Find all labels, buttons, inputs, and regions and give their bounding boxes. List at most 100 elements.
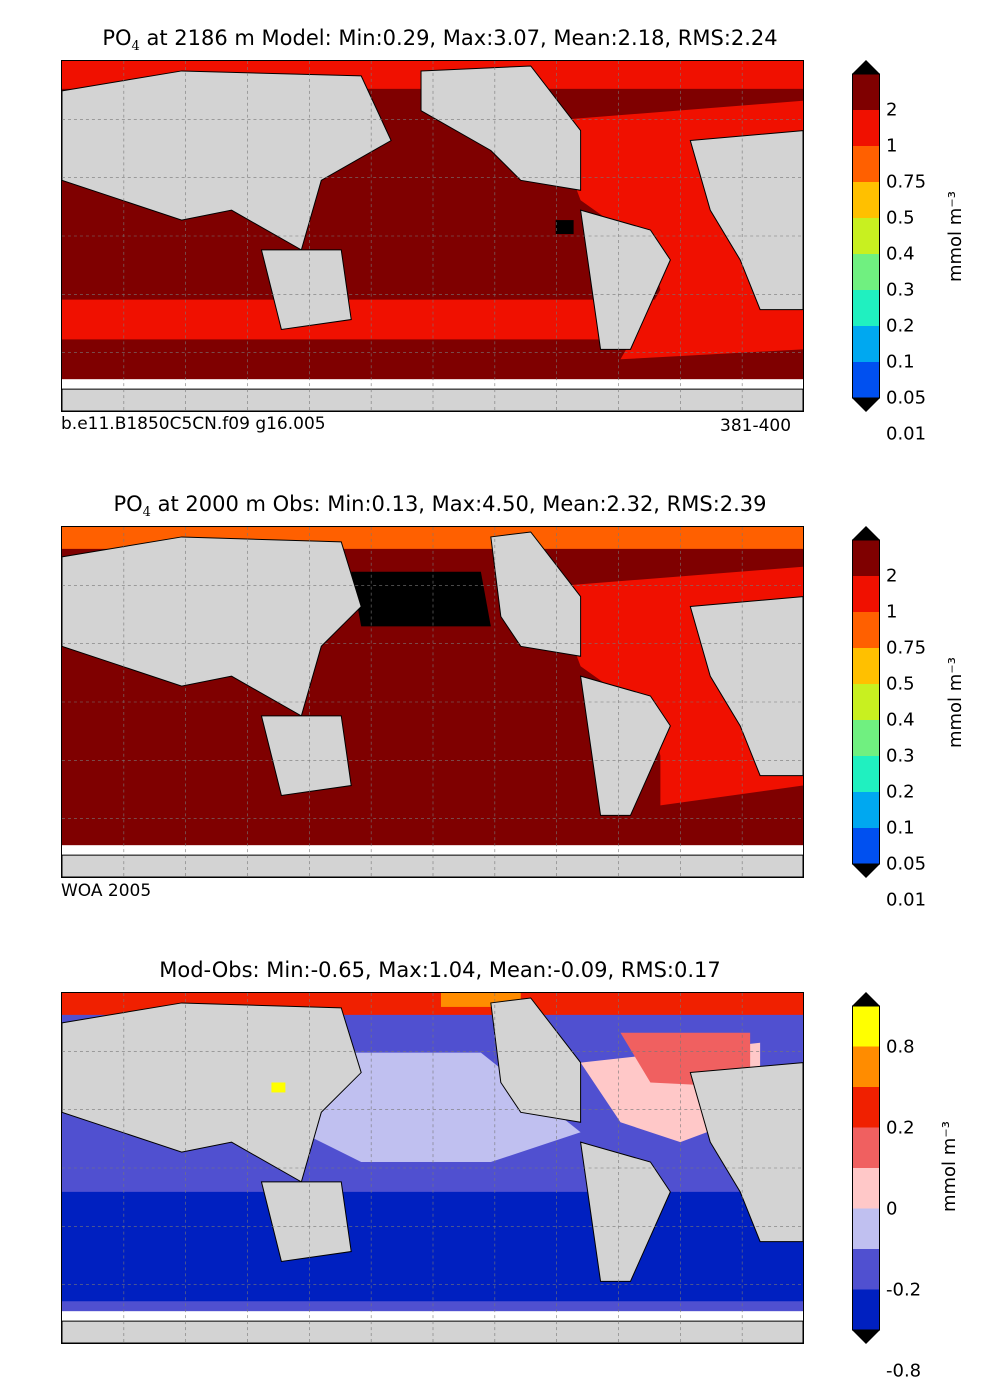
colorbar-swatch — [852, 1289, 880, 1331]
colorbar-tick-label: 0.1 — [886, 351, 915, 373]
panel1-footer-left: b.e11.B1850C5CN.f09 g16.005 — [61, 414, 326, 434]
colorbar-tick-label: 0.05 — [886, 853, 927, 875]
colorbar-swatch — [852, 254, 880, 291]
colorbar-swatch — [852, 362, 880, 399]
panel2-title: PO4 at 2000 m Obs: Min:0.13, Max:4.50, M… — [0, 492, 880, 520]
panel3-colorbar — [852, 992, 880, 1344]
africa-land — [689, 1062, 803, 1243]
panel2-title-text: at 2000 m Obs: Min:0.13, Max:4.50, Mean:… — [157, 492, 767, 516]
north-america-land — [420, 65, 582, 191]
colorbar-swatch — [852, 648, 880, 685]
south-america-land — [579, 675, 671, 816]
colorbar-swatch — [852, 1208, 880, 1250]
south-america-land — [579, 1141, 671, 1282]
colorbar-tick-label: -0.8 — [886, 1360, 922, 1381]
colorbar-arrow-bottom — [852, 398, 880, 412]
antarctica-land — [62, 388, 803, 411]
colorbar-swatch — [852, 1006, 880, 1047]
north-america-land — [490, 997, 582, 1123]
colorbar-arrow-top — [852, 60, 880, 74]
panel2-unit: mmol m⁻³ — [945, 656, 967, 749]
colorbar-swatch — [852, 1046, 880, 1088]
panel2-colorbar — [852, 526, 880, 878]
colorbar-swatch — [852, 110, 880, 147]
australia-land — [260, 249, 352, 331]
panel2-colorbar-svg — [852, 526, 880, 878]
colorbar-tick-label: 0.8 — [886, 1036, 915, 1057]
colorbar-tick-label: 1 — [886, 601, 898, 623]
colorbar-arrow-top — [852, 526, 880, 540]
colorbar-swatch — [852, 792, 880, 829]
colorbar-tick-label: 0.4 — [886, 243, 915, 265]
colorbar-tick-label: 0.05 — [886, 387, 927, 409]
panel3-unit: mmol m⁻³ — [939, 1120, 961, 1213]
antarctica-land — [62, 1320, 803, 1343]
panel1-title-prefix: PO — [102, 26, 132, 50]
colorbar-swatch — [852, 146, 880, 183]
panel2-map — [61, 526, 804, 878]
colorbar-swatch — [852, 576, 880, 613]
colorbar-tick-label: 0.01 — [886, 423, 927, 445]
colorbar-tick-label: 1 — [886, 135, 898, 157]
antarctica-land — [62, 854, 803, 877]
colorbar-swatch — [852, 290, 880, 327]
panel2-map-svg — [62, 527, 803, 877]
colorbar-tick-label: 0.5 — [886, 207, 915, 229]
colorbar-swatch — [852, 540, 880, 577]
colorbar-swatch — [852, 756, 880, 793]
panel1-footer-right: 381-400 — [720, 416, 792, 436]
colorbar-frame — [852, 539, 880, 865]
panel2-title-prefix: PO — [113, 492, 143, 516]
south-america-land — [579, 209, 671, 350]
colorbar-tick-label: 0.75 — [886, 171, 927, 193]
colorbar-tick-label: 0.2 — [886, 1117, 915, 1138]
colorbar-frame — [852, 73, 880, 399]
colorbar-swatch — [852, 1168, 880, 1209]
africa-land — [689, 596, 803, 777]
colorbar-tick-label: 0.4 — [886, 709, 915, 731]
panel3-map-svg — [62, 993, 803, 1343]
north-pacific-extreme — [351, 571, 491, 627]
colorbar-tick-label: 2 — [886, 565, 898, 587]
colorbar-tick-label: 0.5 — [886, 673, 915, 695]
colorbar-arrow-bottom — [852, 864, 880, 878]
colorbar-arrow-bottom — [852, 1330, 880, 1344]
colorbar-swatch — [852, 1249, 880, 1290]
panel3-colorbar-svg — [852, 992, 880, 1344]
colorbar-arrow-top — [852, 992, 880, 1006]
colorbar-tick-label: 0.01 — [886, 889, 927, 911]
colorbar-swatch — [852, 684, 880, 721]
panel1-map — [61, 60, 804, 412]
colorbar-swatch — [852, 74, 880, 111]
panel1-unit: mmol m⁻³ — [945, 190, 967, 283]
colorbar-tick-label: 0.2 — [886, 781, 915, 803]
panel2-title-sub: 4 — [142, 505, 151, 521]
caribbean-extreme — [555, 220, 574, 235]
southern-negative-band — [62, 1191, 803, 1302]
colorbar-swatch — [852, 218, 880, 255]
panel1-map-svg — [62, 61, 803, 411]
colorbar-tick-label: 2 — [886, 99, 898, 121]
colorbar-swatch — [852, 1087, 880, 1128]
australia-land — [260, 1181, 352, 1263]
colorbar-swatch — [852, 1127, 880, 1169]
panel1-colorbar — [852, 60, 880, 412]
colorbar-tick-label: 0.2 — [886, 315, 915, 337]
japan-sea-high — [271, 1082, 286, 1093]
colorbar-tick-label: 0.3 — [886, 279, 915, 301]
africa-land — [689, 130, 803, 311]
north-america-land — [490, 531, 582, 657]
colorbar-frame — [852, 1005, 880, 1331]
colorbar-tick-label: 0.3 — [886, 745, 915, 767]
colorbar-tick-label: 0 — [886, 1198, 898, 1219]
panel2-footer-left: WOA 2005 — [61, 881, 152, 901]
colorbar-tick-label: 0.1 — [886, 817, 915, 839]
colorbar-tick-label: -0.2 — [886, 1279, 922, 1300]
colorbar-swatch — [852, 182, 880, 219]
colorbar-swatch — [852, 326, 880, 363]
colorbar-swatch — [852, 612, 880, 649]
panel3-title: Mod-Obs: Min:-0.65, Max:1.04, Mean:-0.09… — [0, 958, 880, 982]
panel1-title-sub: 4 — [131, 39, 140, 55]
panel1-title: PO4 at 2186 m Model: Min:0.29, Max:3.07,… — [0, 26, 880, 54]
australia-land — [260, 715, 352, 797]
